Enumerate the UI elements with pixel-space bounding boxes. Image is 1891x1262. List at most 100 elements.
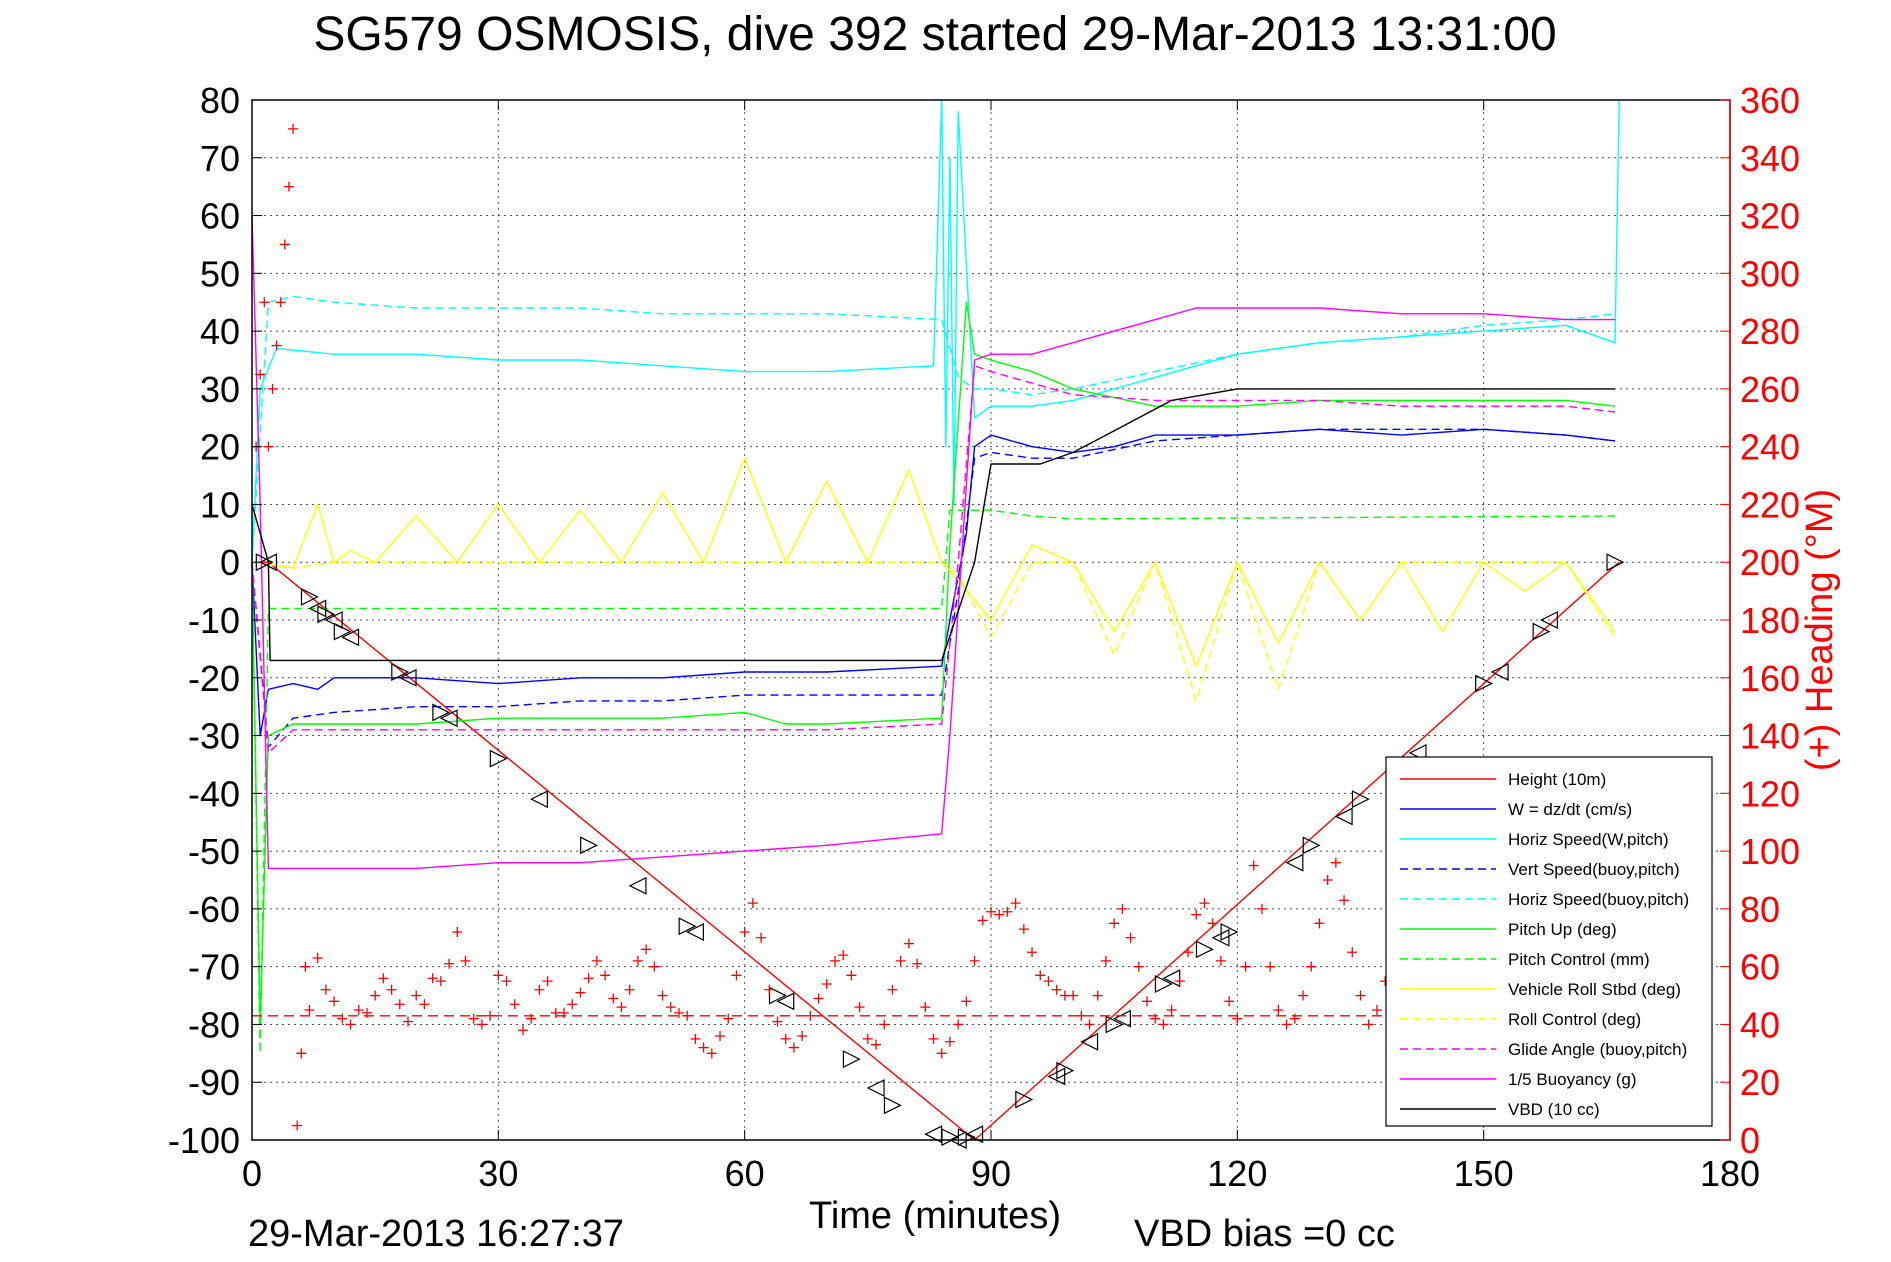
heading-point: [386, 984, 397, 995]
heading-point: [649, 961, 660, 972]
y-tick-label: 80: [200, 80, 240, 121]
series-line: [251, 509, 1616, 1055]
heading-point: [616, 1002, 627, 1013]
legend-label: Glide Angle (buoy,pitch): [1508, 1040, 1687, 1059]
heading-point: [1125, 932, 1136, 943]
heading-point: [337, 1013, 348, 1024]
heading-point: [255, 369, 266, 380]
heading-series: [251, 123, 1416, 1131]
dive-marker: [300, 587, 319, 606]
heading-point: [1142, 996, 1153, 1007]
heading-point: [1109, 918, 1120, 929]
heading-point: [288, 123, 299, 134]
heading-point: [1076, 1010, 1087, 1021]
y-tick-label: -60: [188, 889, 240, 930]
x-tick-label: 150: [1454, 1153, 1514, 1194]
heading-point: [1207, 918, 1218, 929]
heading-point: [977, 915, 988, 926]
heading-point: [1117, 903, 1128, 914]
x-axis-label: Time (minutes): [809, 1195, 1061, 1237]
heading-point: [320, 984, 331, 995]
y-tick-label: -20: [188, 658, 240, 699]
heading-point: [1174, 976, 1185, 987]
heading-point: [846, 970, 857, 981]
heading-point: [411, 990, 422, 1001]
legend-items: Height (10m) W = dz/dt (cm/s) Horiz Speed(…: [1400, 770, 1689, 1119]
y2-tick-label: 0: [1740, 1120, 1760, 1161]
heading-point: [279, 239, 290, 250]
heading-point: [682, 1010, 693, 1021]
heading-point: [1002, 906, 1013, 917]
right-axis-label: (+) Heading (°M): [1799, 489, 1841, 771]
heading-point: [920, 1002, 931, 1013]
heading-point: [444, 958, 455, 969]
heading-point: [542, 976, 553, 987]
heading-point: [476, 1019, 487, 1030]
heading-point: [813, 993, 824, 1004]
heading-point: [887, 984, 898, 995]
legend-label: Height (10m): [1508, 770, 1606, 789]
heading-point: [575, 987, 586, 998]
y2-tick-label: 40: [1740, 1004, 1780, 1045]
heading-point: [805, 1010, 816, 1021]
series-line: [251, 388, 1615, 662]
x-tick-label: 180: [1700, 1153, 1760, 1194]
heading-point: [378, 973, 389, 984]
heading-point: [534, 984, 545, 995]
heading-point: [559, 1007, 570, 1018]
legend-label: 1/5 Buoyancy (g): [1508, 1070, 1637, 1089]
heading-point: [1092, 990, 1103, 1001]
y2-tick-label: 220: [1740, 484, 1800, 525]
y2-tick-label: 340: [1740, 138, 1800, 179]
y-tick-label: 0: [220, 542, 240, 583]
heading-point: [1355, 990, 1366, 1001]
heading-point: [275, 297, 286, 308]
y2-tick-label: 140: [1740, 716, 1800, 757]
heading-point: [493, 970, 504, 981]
y-tick-label: -50: [188, 831, 240, 872]
heading-point: [690, 1033, 701, 1044]
heading-point: [485, 1010, 496, 1021]
y2-tick-label: 200: [1740, 542, 1800, 583]
heading-point: [624, 984, 635, 995]
y-tick-label: 40: [200, 311, 240, 352]
legend-label: Vehicle Roll Stbd (deg): [1508, 980, 1681, 999]
heading-point: [1232, 1013, 1243, 1024]
heading-point: [263, 441, 274, 452]
dive-marker: [1334, 807, 1353, 826]
dive-marker: [259, 553, 278, 572]
heading-point: [953, 1019, 964, 1030]
heading-point: [1150, 1013, 1161, 1024]
heading-point: [994, 909, 1005, 920]
legend: Height (10m) W = dz/dt (cm/s) Horiz Speed(…: [1385, 756, 1713, 1127]
heading-point: [969, 955, 980, 966]
y-tick-label: 50: [200, 253, 240, 294]
dive-marker: [1532, 622, 1551, 641]
y2-tick-label: 360: [1740, 80, 1800, 121]
dive-marker: [333, 622, 352, 641]
heading-point: [739, 927, 750, 937]
series-line: [251, 301, 1616, 1026]
dive-marker: [842, 1050, 861, 1069]
heading-point: [1314, 918, 1325, 929]
dive-marker: [1056, 1061, 1075, 1080]
series-line: [251, 561, 1616, 702]
heading-point: [698, 1042, 709, 1053]
dive-marker: [1154, 975, 1173, 993]
dive-marker: [1302, 836, 1321, 855]
y-tick-label: 70: [200, 138, 240, 179]
heading-point: [259, 297, 270, 308]
heading-point: [296, 1048, 307, 1059]
heading-point: [871, 1039, 882, 1050]
dive-marker: [1105, 1015, 1124, 1034]
heading-point: [600, 970, 611, 981]
heading-point: [517, 1025, 528, 1036]
y2-tick-label: 300: [1740, 253, 1800, 294]
heading-point: [427, 973, 438, 984]
heading-point: [509, 999, 520, 1010]
dive-marker: [776, 992, 795, 1011]
heading-point: [936, 1048, 947, 1059]
heading-point: [862, 1033, 873, 1044]
heading-point: [1051, 984, 1062, 995]
y2-tick-label: 260: [1740, 369, 1800, 410]
